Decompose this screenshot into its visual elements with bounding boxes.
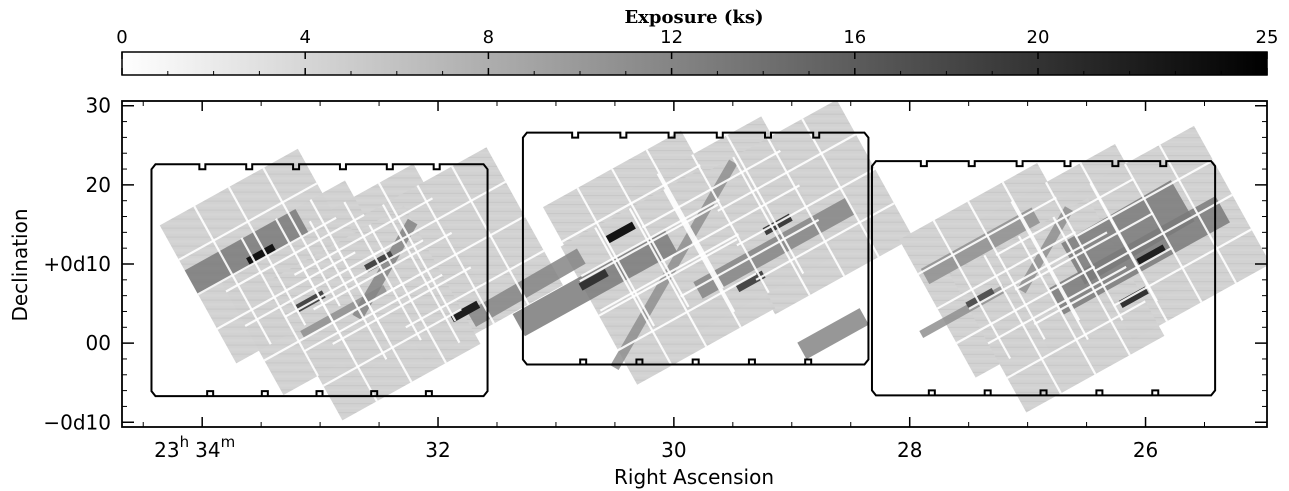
y-tick-label: 20 — [86, 173, 111, 197]
deep-strip — [1061, 180, 1195, 285]
x-tick-hours: 23 — [154, 438, 179, 462]
chip-gap — [736, 167, 876, 247]
colorbar-tick-label: 16 — [843, 27, 866, 48]
colorbar-tick-label: 20 — [1027, 27, 1050, 48]
y-tick-label: −0d10 — [43, 410, 111, 434]
chip-gap-grid — [293, 182, 472, 360]
x-axis-label: Right Ascension — [614, 465, 774, 489]
plot-area: 23h 34m 32 30 28 26 30 20 +0d10 00 −0d10 — [43, 94, 1268, 462]
x-tick-label: 26 — [1133, 438, 1158, 462]
chip-gaps-layer — [178, 118, 1252, 402]
x-tick-minutes-sup: m — [221, 433, 236, 451]
hot-spot — [605, 221, 636, 244]
x-tick-label: 32 — [425, 438, 450, 462]
hot-spot — [735, 270, 766, 293]
chip-gap — [313, 231, 453, 311]
survey-box — [870, 160, 1217, 397]
chip-gap — [386, 215, 526, 294]
survey-box — [521, 131, 870, 366]
colorbar-title: Exposure (ks) — [624, 7, 763, 28]
x-tick-minutes: 34 — [195, 438, 220, 462]
survey-box — [150, 163, 489, 398]
chip-gap — [660, 184, 801, 263]
y-axis-label: Declination — [8, 208, 32, 321]
colorbar-tick-label: 25 — [1256, 27, 1279, 48]
x-axis-ticks: 23h 34m 32 30 28 26 — [142, 101, 1206, 462]
deep-strip — [184, 208, 310, 296]
deep-strip — [920, 207, 1041, 285]
colorbar-gradient — [121, 51, 1268, 76]
colorbar-tick-label: 4 — [299, 27, 310, 48]
colorbar-ticks: 0 4 8 12 16 20 25 — [116, 27, 1278, 75]
y-axis-ticks: 30 20 +0d10 00 −0d10 — [43, 94, 1267, 434]
chip-gap-grid — [579, 188, 757, 367]
chip-gap-grid — [178, 167, 356, 345]
deep-strip — [797, 308, 869, 360]
deep-strip — [467, 248, 586, 327]
chip-gap-grid — [968, 216, 1146, 394]
chip-gap — [303, 273, 443, 353]
chip-gap — [197, 216, 337, 296]
hot-spot — [450, 300, 481, 323]
x-tick-label: 30 — [661, 438, 686, 462]
deep-strips-layer — [184, 159, 1230, 370]
chip-gap-grid — [1074, 144, 1252, 322]
chip-gap-grid — [641, 134, 820, 313]
y-tick-label: +0d10 — [43, 252, 111, 276]
hot-spot — [965, 288, 996, 310]
chip-gap — [1093, 193, 1233, 273]
colorbar-tick-label: 8 — [483, 27, 494, 48]
colorbar: Exposure (ks) 0 4 8 12 16 20 25 — [116, 7, 1278, 76]
chip-gap-grid — [561, 149, 739, 327]
chip-gap — [1014, 212, 1154, 291]
colorbar-tick-label: 0 — [116, 27, 127, 48]
chip-gap-grid — [917, 181, 1096, 360]
x-tick-hours-sup: h — [180, 433, 190, 451]
chip-gap-grid — [367, 165, 545, 344]
survey-boxes-layer — [150, 131, 1217, 398]
hot-spot — [1136, 244, 1167, 267]
y-tick-label: 30 — [86, 94, 111, 118]
colorbar-tick-label: 12 — [660, 27, 683, 48]
chip-gap — [987, 265, 1127, 345]
chip-gap — [580, 198, 720, 278]
hot-spot — [578, 269, 609, 291]
chip-gap — [598, 238, 738, 317]
hot-spot — [1118, 286, 1149, 309]
x-tick-label: 23h 34m — [154, 433, 235, 462]
x-tick-label: 28 — [897, 438, 922, 462]
chip-gap-grid — [284, 224, 462, 402]
chip-gap — [936, 231, 1076, 310]
y-tick-label: 00 — [86, 331, 111, 355]
